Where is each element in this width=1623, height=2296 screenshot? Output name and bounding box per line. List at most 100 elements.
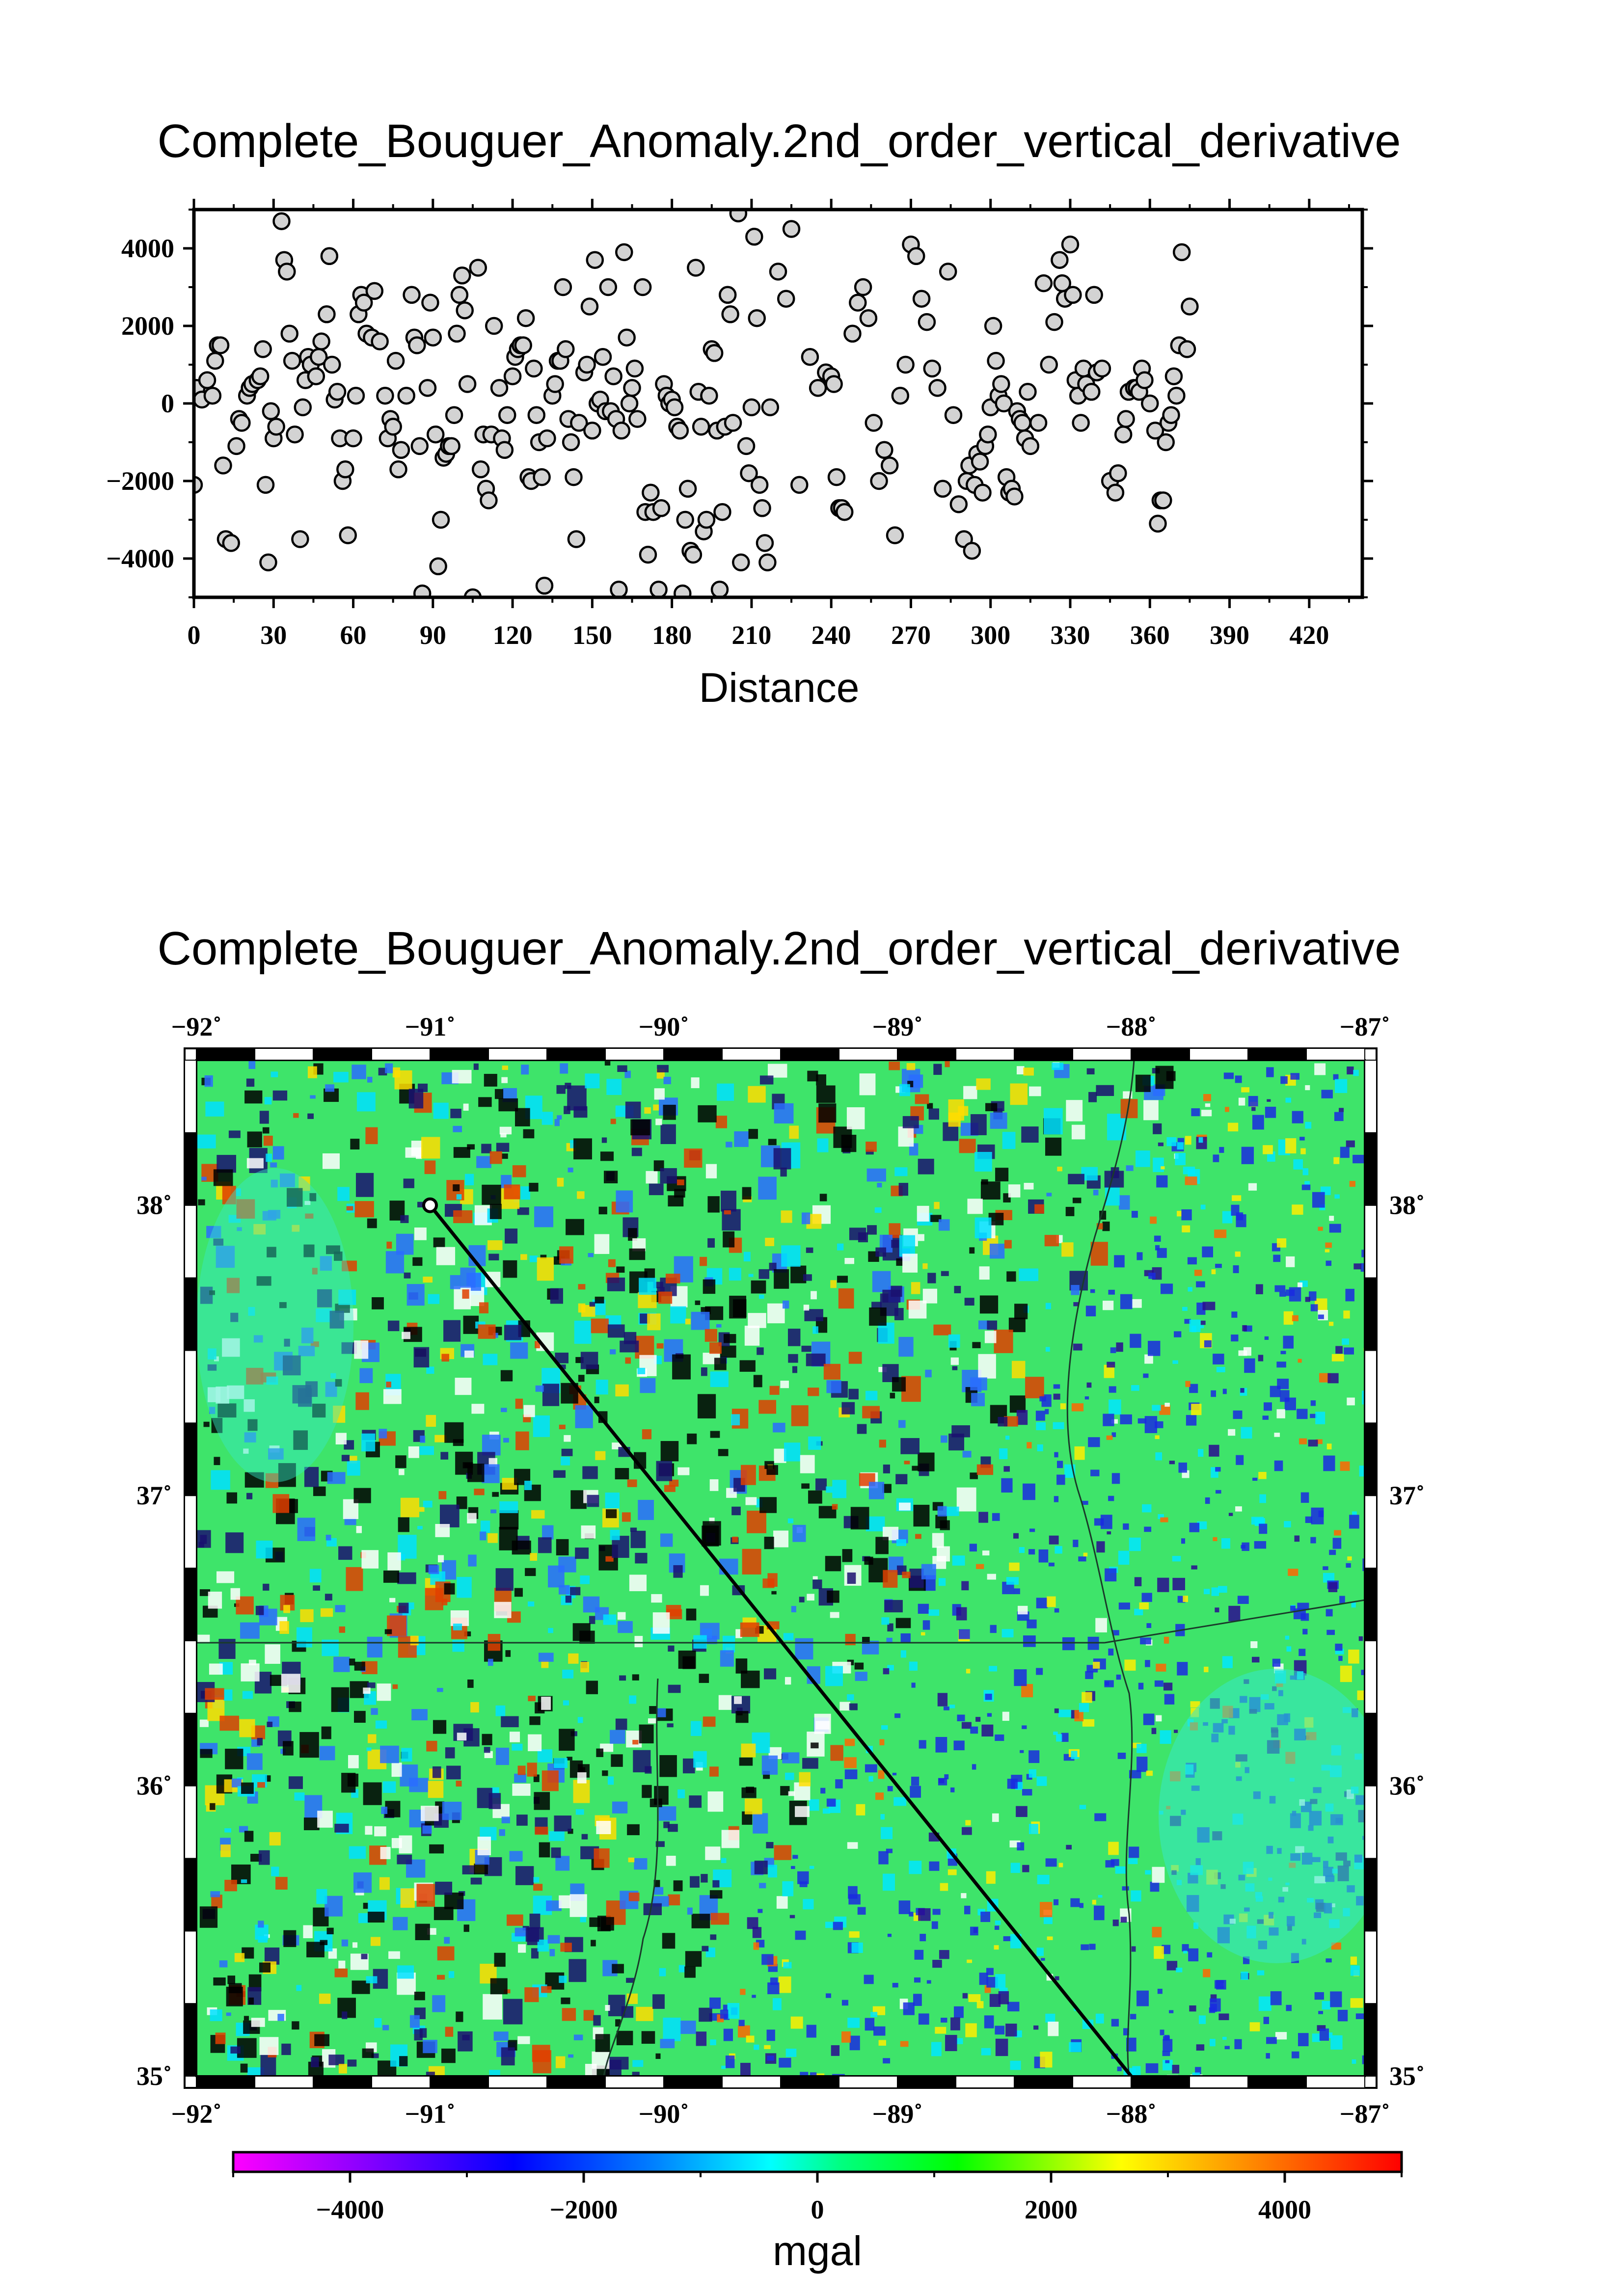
- scatter-point: [514, 336, 532, 354]
- scatter-point: [1005, 487, 1024, 506]
- scatter-point: [525, 359, 543, 378]
- scatter-point: [272, 212, 291, 230]
- scatter-point: [485, 317, 503, 335]
- scatter-point: [227, 437, 245, 455]
- scatter-point: [328, 383, 347, 401]
- scatter-point: [1021, 437, 1040, 455]
- scatter-point: [700, 386, 718, 405]
- lat-label-right: 38˚: [1389, 1191, 1425, 1220]
- scatter-point: [432, 510, 450, 529]
- scatter-point: [705, 344, 724, 362]
- colorbar-tick-label: −4000: [316, 2195, 384, 2224]
- scatter-point: [211, 336, 230, 354]
- scatter-point: [594, 347, 612, 366]
- scatter-point: [742, 398, 761, 417]
- scatter-point: [1154, 491, 1172, 509]
- scatter-point: [376, 386, 394, 405]
- scatter-point: [323, 355, 341, 374]
- scatter-point: [875, 441, 893, 459]
- scatter-point: [984, 317, 1002, 335]
- scatter-point: [410, 437, 429, 455]
- scatter-point: [1157, 433, 1175, 452]
- colorbar-ticks: −4000 −2000 0 2000 4000: [232, 2172, 1403, 2224]
- scatter-point: [949, 495, 968, 513]
- scatter-point: [554, 278, 572, 296]
- scatter-point: [628, 410, 647, 428]
- scatter-point: [633, 278, 652, 296]
- x-tick-label: 330: [1051, 620, 1090, 650]
- scatter-point: [745, 228, 763, 246]
- scatter-point: [790, 476, 809, 494]
- scatter-point: [307, 367, 325, 385]
- scatter-point: [944, 406, 963, 424]
- scatter-point: [674, 584, 692, 597]
- profile-title: Complete_Bouguer_Anomaly.2nd_order_verti…: [157, 115, 1401, 167]
- scatter-point: [259, 553, 277, 572]
- scatter-point: [891, 386, 910, 405]
- y-tick-label: 0: [161, 389, 174, 418]
- scatter-point: [386, 351, 405, 370]
- lat-label-left: 35˚: [136, 2061, 172, 2091]
- scatter-point: [849, 294, 867, 312]
- map-frame: [184, 1047, 1378, 2089]
- scatter-point: [580, 297, 599, 316]
- scatter-point: [992, 375, 1010, 393]
- scatter-point: [471, 460, 490, 479]
- scatter-point: [389, 460, 407, 479]
- lon-label-bottom: −92˚: [171, 2099, 222, 2129]
- scatter-point: [498, 406, 516, 424]
- scatter-point: [1051, 251, 1069, 269]
- scatter-point: [198, 371, 216, 389]
- scatter-point: [1117, 410, 1135, 428]
- scatter-point: [535, 577, 554, 595]
- scatter-point: [1162, 406, 1180, 424]
- x-tick-label: 60: [340, 620, 367, 650]
- scatter-point: [1034, 274, 1053, 293]
- scatter-point: [538, 429, 556, 448]
- scatter-point: [280, 324, 298, 343]
- scatter-point: [262, 402, 280, 421]
- scatter-point: [618, 328, 636, 347]
- scatter-point: [456, 301, 474, 320]
- scatter-point: [1114, 425, 1133, 444]
- scatter-point: [469, 259, 487, 277]
- scatter-point: [825, 375, 843, 393]
- scatter-point: [721, 305, 739, 323]
- profile-axes: 0 30 60 90 120 150 180 210 240 270 300 330 360 390 420…: [106, 199, 1373, 650]
- scatter-point: [1167, 386, 1186, 405]
- scatter-point: [963, 541, 981, 560]
- scatter-point: [918, 313, 936, 331]
- x-tick-label: 360: [1130, 620, 1170, 650]
- scatter-point: [620, 394, 639, 413]
- scatter-point: [769, 263, 787, 281]
- scatter-point: [724, 414, 742, 432]
- profile-points: [194, 210, 1199, 597]
- scatter-point: [1136, 371, 1154, 389]
- scatter-point: [710, 580, 729, 597]
- scatter-point: [397, 386, 415, 405]
- scatter-point: [1061, 235, 1080, 254]
- scatter-point: [642, 483, 660, 502]
- scatter-point: [923, 359, 941, 378]
- scatter-point: [979, 425, 997, 444]
- scatter-point: [801, 347, 819, 366]
- scatter-point: [278, 263, 296, 281]
- scatter-point: [678, 480, 697, 498]
- scatter-point: [729, 210, 748, 223]
- scatter-point: [870, 472, 888, 490]
- scatter-point: [384, 418, 402, 436]
- scatter-point: [782, 220, 801, 238]
- scatter-point: [450, 286, 469, 304]
- scatter-point: [418, 379, 437, 397]
- scatter-point: [421, 294, 439, 312]
- lat-label-left: 36˚: [136, 1771, 172, 1801]
- lon-label-bottom: −88˚: [1106, 2099, 1157, 2129]
- lat-label-left: 37˚: [136, 1481, 172, 1510]
- scatter-point: [974, 483, 992, 502]
- scatter-point: [684, 545, 703, 564]
- scatter-point: [934, 480, 952, 498]
- scatter-point: [583, 422, 601, 440]
- x-tick-label: 90: [420, 620, 446, 650]
- scatter-point: [1172, 243, 1191, 262]
- scatter-point: [533, 468, 551, 486]
